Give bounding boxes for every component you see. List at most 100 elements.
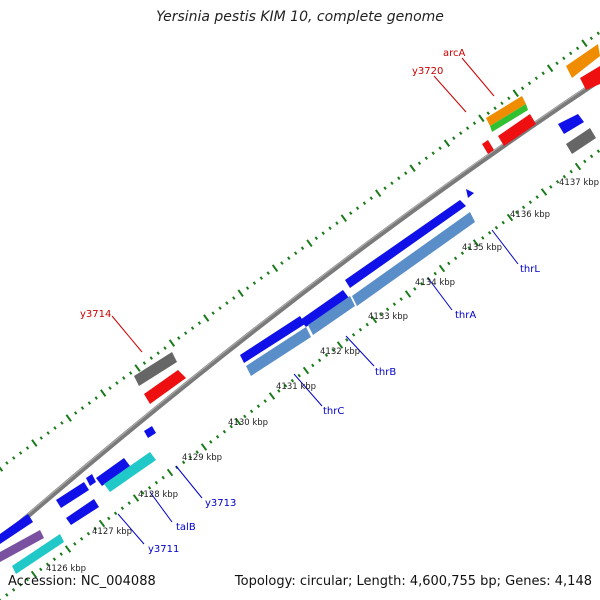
gene-y3720-red[interactable] bbox=[498, 114, 536, 146]
label-thrL[interactable]: thrL bbox=[520, 264, 540, 275]
label-arcA[interactable]: arcA bbox=[443, 48, 466, 59]
gene-4137-gray[interactable] bbox=[566, 128, 596, 154]
cds-thrB[interactable] bbox=[308, 296, 355, 335]
inner-track-tick bbox=[297, 373, 301, 378]
inner-track-tick bbox=[18, 582, 23, 587]
inner-track-tick bbox=[438, 264, 446, 273]
leader-y3713 bbox=[175, 465, 203, 499]
inner-track-tick bbox=[249, 409, 254, 414]
outer-track-tick bbox=[507, 96, 511, 101]
label-thrC[interactable]: thrC bbox=[323, 406, 344, 417]
label-thrA[interactable]: thrA bbox=[455, 310, 476, 321]
gene-talB[interactable] bbox=[96, 458, 130, 486]
gene-labels: arcA y3720 y3714 thrL thrA thrB thrC y37… bbox=[80, 48, 540, 555]
gene-top-red[interactable] bbox=[580, 66, 600, 90]
outer-track-tick bbox=[287, 256, 291, 260]
inner-track-tick bbox=[263, 399, 267, 403]
label-y3711[interactable]: y3711 bbox=[148, 544, 179, 555]
outer-track-tick bbox=[520, 86, 525, 91]
inner-track-tick bbox=[243, 414, 247, 419]
gene-thrB[interactable] bbox=[300, 290, 349, 327]
gene-y3714-gray[interactable] bbox=[134, 352, 177, 386]
leader-y3711 bbox=[117, 513, 145, 545]
inner-track-tick bbox=[302, 366, 310, 375]
inner-track-tick bbox=[506, 213, 514, 222]
outer-track-tick bbox=[18, 451, 23, 455]
outer-track-tick bbox=[259, 276, 264, 280]
outer-track-tick bbox=[245, 286, 250, 290]
gene-thrC[interactable] bbox=[240, 316, 305, 363]
gene-4126-purple[interactable] bbox=[0, 530, 44, 562]
outer-track-tick bbox=[128, 371, 133, 375]
outer-track-tick bbox=[0, 466, 4, 472]
cds-thrC[interactable] bbox=[246, 327, 311, 376]
gene-4126-blue[interactable] bbox=[0, 514, 33, 544]
gene-y3720-small[interactable] bbox=[482, 140, 494, 154]
gene-thrL-arrow[interactable] bbox=[466, 189, 474, 198]
label-y3720[interactable]: y3720 bbox=[412, 66, 443, 77]
inner-track-tick bbox=[141, 491, 145, 495]
outer-track-tick bbox=[534, 76, 539, 81]
outer-track-tick bbox=[568, 51, 573, 56]
inner-track-tick bbox=[528, 200, 533, 204]
label-y3714[interactable]: y3714 bbox=[80, 309, 111, 320]
gene-4137-blue[interactable] bbox=[558, 114, 584, 134]
inner-track-tick bbox=[365, 322, 369, 327]
outer-track-tick bbox=[65, 414, 72, 422]
label-y3713[interactable]: y3713 bbox=[205, 498, 236, 509]
gene-y3714-red[interactable] bbox=[144, 370, 186, 404]
outer-track-tick bbox=[500, 101, 504, 106]
outer-track-tick bbox=[266, 271, 270, 275]
inner-track-tick bbox=[229, 424, 233, 429]
gene-small-4128[interactable] bbox=[86, 474, 96, 486]
inner-track-tick bbox=[583, 159, 587, 164]
outer-track-tick bbox=[438, 146, 442, 150]
inner-track-tick bbox=[181, 460, 186, 465]
gene-arcA-orange[interactable] bbox=[486, 96, 526, 126]
inner-track-tick bbox=[64, 545, 72, 553]
outer-track-tick bbox=[562, 56, 566, 61]
label-talB[interactable]: talB bbox=[176, 522, 196, 533]
outer-track-tick bbox=[53, 426, 57, 430]
outer-track-tick bbox=[87, 401, 92, 405]
inner-track-tick bbox=[113, 511, 118, 516]
gene-top-orange[interactable] bbox=[566, 44, 600, 78]
inner-track-tick bbox=[234, 417, 242, 426]
outer-track-tick bbox=[5, 461, 9, 465]
outer-track-tick bbox=[280, 261, 284, 265]
inner-track-tick bbox=[494, 225, 499, 230]
outer-track-tick bbox=[541, 71, 545, 76]
outer-track-tick bbox=[190, 326, 195, 330]
inner-track-tick bbox=[521, 205, 526, 210]
inner-track-tick bbox=[79, 536, 84, 541]
inner-track-tick bbox=[25, 577, 29, 582]
cds-thrA[interactable] bbox=[352, 212, 475, 306]
gene-y3711-a[interactable] bbox=[56, 482, 89, 508]
accession-text: Accession: NC_004088 bbox=[8, 574, 156, 589]
inner-track-tick bbox=[392, 302, 397, 306]
outer-track-tick bbox=[80, 406, 85, 410]
cds-talB[interactable] bbox=[104, 452, 156, 492]
inner-track-tick bbox=[596, 149, 600, 153]
gene-y3711-b[interactable] bbox=[66, 499, 99, 525]
outer-track-tick bbox=[335, 221, 339, 225]
gene-thrA[interactable] bbox=[345, 200, 466, 288]
inner-track-tick bbox=[540, 188, 548, 196]
inner-track-tick bbox=[209, 440, 213, 444]
gene-arcA-green[interactable] bbox=[490, 104, 528, 132]
kbp-label-4135: 4135 kbp bbox=[462, 243, 502, 253]
outer-track-tick bbox=[374, 189, 382, 197]
outer-track-tick bbox=[397, 176, 401, 180]
label-thrB[interactable]: thrB bbox=[375, 367, 396, 378]
inner-track-tick bbox=[5, 593, 9, 597]
outer-track-tick bbox=[409, 164, 416, 172]
inner-track-tick bbox=[277, 389, 281, 393]
inner-track-tick bbox=[222, 429, 227, 434]
outer-track-tick bbox=[581, 39, 588, 48]
inner-track-tick bbox=[379, 312, 383, 317]
leader-arcA bbox=[461, 57, 495, 97]
kbp-label-4134: 4134 kbp bbox=[415, 278, 455, 288]
cds-4126-cyan[interactable] bbox=[12, 534, 64, 574]
outer-track-tick bbox=[390, 181, 394, 185]
gene-y3713[interactable] bbox=[144, 426, 156, 438]
